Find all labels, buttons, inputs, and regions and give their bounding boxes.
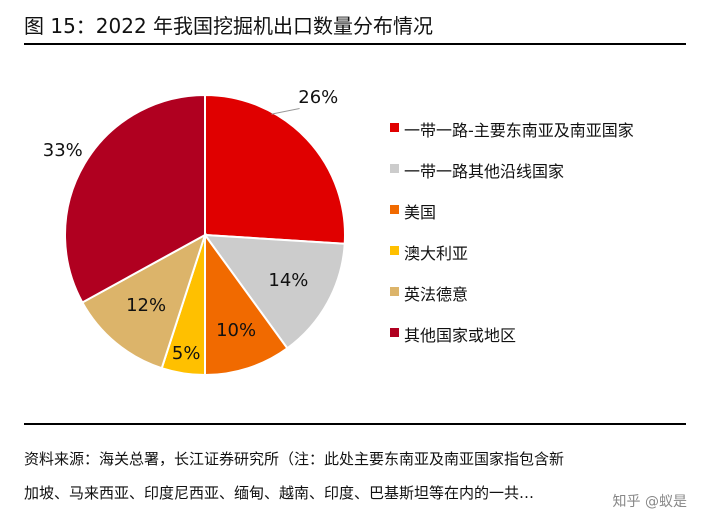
legend-swatch <box>390 123 399 132</box>
source-note: 资料来源：海关总署，长江证券研究所（注：此处主要东南亚及南亚国家指包含新 加坡、… <box>24 442 688 510</box>
legend-label: 一带一路-主要东南亚及南亚国家 <box>404 121 634 140</box>
legend-label: 一带一路其他沿线国家 <box>404 162 565 181</box>
slice-other-countries <box>64 93 206 304</box>
slice-value-label: 26% <box>298 87 338 108</box>
legend-label: 澳大利亚 <box>404 244 469 263</box>
legend-label: 其他国家或地区 <box>404 326 517 345</box>
watermark: 知乎 @蚁是 <box>612 494 687 510</box>
slice-value-label: 33% <box>43 140 83 161</box>
slice-other-belt-road <box>202 233 346 350</box>
pie-slices <box>64 93 346 377</box>
legend-swatch <box>390 205 399 214</box>
slice-uk-fr-de-it <box>80 232 207 370</box>
slice-value-label: 14% <box>268 270 308 291</box>
leader-line <box>271 108 300 115</box>
slice-value-label: 10% <box>216 320 256 341</box>
bottom-divider <box>24 423 686 425</box>
source-line-1: 资料来源：海关总署，长江证券研究所（注：此处主要东南亚及南亚国家指包含新 <box>24 450 565 468</box>
top-divider <box>24 43 686 45</box>
source-line-2: 加坡、马来西亚、印度尼西亚、缅甸、越南、印度、巴基斯坦等在内的一共… <box>24 484 535 502</box>
legend-swatch <box>390 164 399 173</box>
slice-usa <box>204 231 289 377</box>
legend-swatch <box>390 246 399 255</box>
slice-value-label: 12% <box>126 295 166 316</box>
chart-title: 图 15：2022 年我国挖掘机出口数量分布情况 <box>24 14 434 38</box>
slice-southeast-south-asia <box>204 93 346 245</box>
legend-swatch <box>390 287 399 296</box>
pie-labels: 26% 14% 10% 5% 12% 33% <box>43 87 339 364</box>
legend-swatch <box>390 328 399 337</box>
slice-value-label: 5% <box>172 343 201 364</box>
legend-label: 英法德意 <box>404 285 469 304</box>
legend-label: 美国 <box>404 203 437 222</box>
